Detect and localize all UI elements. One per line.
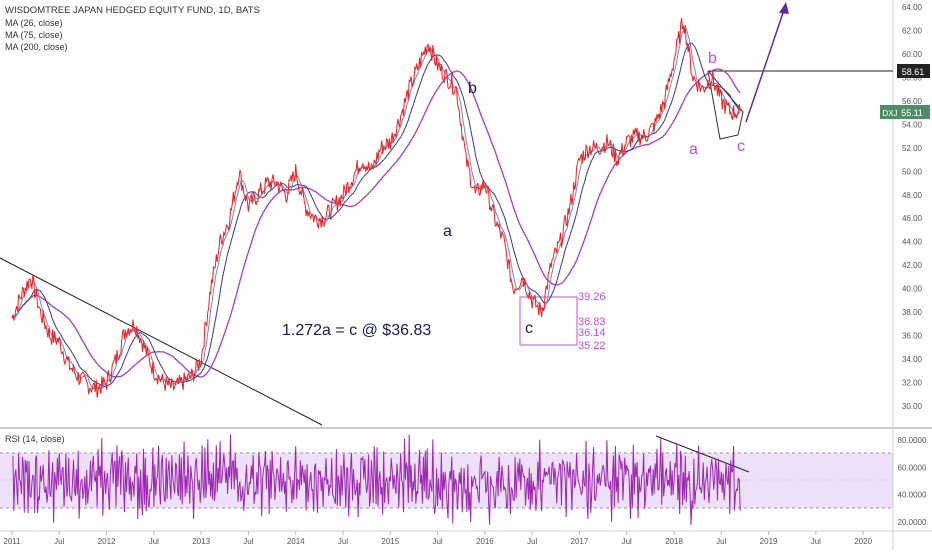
rsi-tick-label: 80.0000: [898, 436, 927, 445]
rsi-tick-label: 60.0000: [898, 463, 927, 472]
time-tick-label: Jul: [338, 537, 348, 546]
fib-target-box[interactable]: [519, 296, 578, 346]
time-tick-label: 2016: [476, 537, 494, 546]
rsi-tick-label: 40.0000: [898, 491, 927, 500]
rsi-line: [12, 434, 741, 525]
indicator-ma26[interactable]: MA (26, close): [5, 18, 63, 28]
fib-level-3926: 39.26: [578, 291, 606, 303]
price-tick-label: 36.00: [902, 332, 923, 341]
time-tick-label: 2015: [381, 537, 399, 546]
wave-label-a-1: a: [443, 223, 452, 240]
last-price-value: 55.11: [901, 108, 923, 118]
fib-level-3683: 36.83: [578, 316, 606, 328]
time-tick-label: 2018: [665, 537, 683, 546]
rsi-tick-label: 20.0000: [898, 518, 927, 527]
time-tick-label: 2014: [287, 537, 305, 546]
fib-level-3614: 36.14: [578, 327, 606, 339]
time-axis: 2011 Jul 2012 Jul 2013 Jul 2014 Jul 2015 Jul 2016 J…: [3, 531, 873, 546]
rsi-label[interactable]: RSI (14, close): [5, 434, 65, 444]
price-tick-label: 46.00: [902, 214, 923, 223]
wave-label-a-2: a: [689, 141, 698, 158]
time-tick-label: 2011: [3, 537, 21, 546]
rsi-path: [12, 434, 741, 525]
wave-label-c-2: c: [737, 138, 745, 155]
long-downtrend-line[interactable]: [0, 257, 323, 426]
time-tick-label: Jul: [54, 537, 64, 546]
price-tick-label: 54.00: [902, 120, 923, 129]
wave-label-b-2: b: [708, 50, 717, 67]
ma75-line: [11, 42, 741, 388]
price-tick-label: 38.00: [902, 308, 923, 317]
time-tick-label: Jul: [527, 537, 537, 546]
price-tick-label: 40.00: [902, 285, 923, 294]
price-path: [11, 17, 741, 398]
price-tick-label: 34.00: [902, 355, 923, 364]
last-price-tag: [893, 105, 930, 119]
time-tick-label: 2019: [760, 537, 778, 546]
price-tick-label: 64.00: [902, 3, 923, 12]
price-line: [11, 17, 741, 398]
time-tick-label: Jul: [149, 537, 159, 546]
indicator-ma75[interactable]: MA (75, close): [5, 30, 63, 40]
price-tick-label: 42.00: [902, 261, 923, 270]
price-tick-label: 48.00: [902, 191, 923, 200]
wave-label-b-1: b: [468, 80, 477, 97]
price-tick-label: 30.00: [902, 402, 923, 411]
time-tick-label: 2013: [192, 537, 210, 546]
indicator-ma200[interactable]: MA (200, close): [5, 42, 68, 52]
fib-level-3522: 35.22: [578, 340, 606, 352]
time-tick-label: Jul: [432, 537, 442, 546]
projection-arrowhead: [779, 2, 789, 14]
wave-label-c-1: c: [525, 320, 533, 337]
price-tick-label: 62.00: [902, 26, 923, 35]
symbol-tag-text: DXJ: [882, 109, 897, 118]
fib-target-note: 1.272a = c @ $36.83: [282, 322, 431, 339]
price-tick-label: 60.00: [902, 50, 923, 59]
price-tick-label: 32.00: [902, 379, 923, 388]
price-tick-label: 56.00: [902, 97, 923, 106]
time-tick-label: 2020: [854, 537, 872, 546]
time-tick-label: Jul: [243, 537, 253, 546]
symbol-tag: [880, 105, 900, 119]
time-tick-label: 2012: [98, 537, 116, 546]
price-tick-label: 44.00: [902, 238, 923, 247]
rsi-axis: 80.0000 60.0000 40.0000 20.0000: [898, 436, 927, 527]
projection-arrow[interactable]: [745, 3, 787, 123]
time-tick-label: Jul: [716, 537, 726, 546]
ma75-path: [11, 42, 741, 388]
time-tick-label: 2017: [571, 537, 589, 546]
price-tick-label: 52.00: [902, 144, 923, 153]
price-tick-label: 50.00: [902, 167, 923, 176]
level-tag: [897, 64, 930, 78]
time-tick-label: Jul: [622, 537, 632, 546]
chart-title: WISDOMTREE JAPAN HEDGED EQUITY FUND, 1D,…: [5, 5, 260, 16]
level-tag-text: 58.61: [902, 67, 925, 77]
time-tick-label: Jul: [811, 537, 821, 546]
